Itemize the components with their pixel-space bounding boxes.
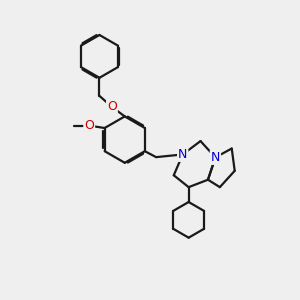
Text: N: N (211, 151, 220, 164)
Text: O: O (84, 119, 94, 132)
Text: O: O (107, 100, 117, 113)
Text: N: N (178, 148, 188, 161)
